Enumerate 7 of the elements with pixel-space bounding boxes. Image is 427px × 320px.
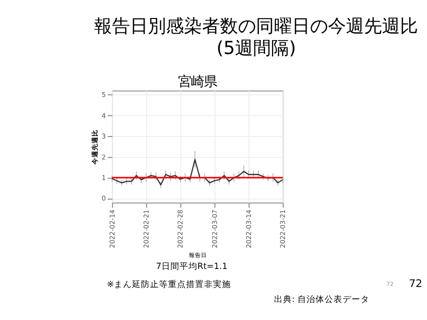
text: 72 <box>408 278 422 290</box>
chart-subtitle: 宮崎県 <box>178 74 217 90</box>
chart-title: 報告日別感染者数の同曜日の今週先週比 (5週間隔) <box>94 16 418 59</box>
text: ※まん延防止等重点措置非実施 <box>106 278 231 290</box>
text: 7日間平均Rt=1.1 <box>156 260 228 272</box>
line-series <box>111 158 284 186</box>
source-note: 出典: 自治体公表データ <box>274 294 370 306</box>
